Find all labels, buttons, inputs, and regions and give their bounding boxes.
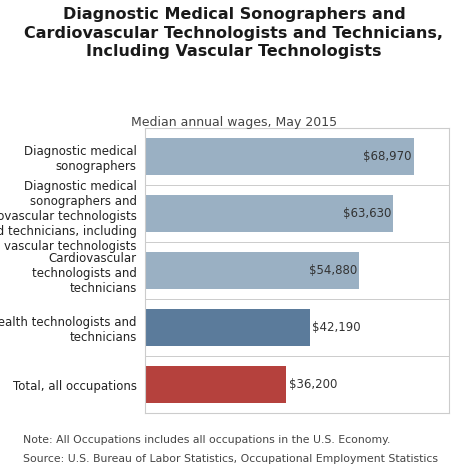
Text: Diagnostic Medical Sonographers and
Cardiovascular Technologists and Technicians: Diagnostic Medical Sonographers and Card… bbox=[24, 7, 444, 59]
Bar bbox=[145, 366, 286, 403]
Text: Note: All Occupations includes all occupations in the U.S. Economy.: Note: All Occupations includes all occup… bbox=[23, 435, 391, 445]
Bar bbox=[145, 138, 414, 175]
Text: Median annual wages, May 2015: Median annual wages, May 2015 bbox=[131, 116, 337, 129]
Text: $54,880: $54,880 bbox=[308, 264, 357, 277]
Text: $36,200: $36,200 bbox=[289, 378, 337, 391]
Bar bbox=[145, 309, 310, 346]
Text: Source: U.S. Bureau of Labor Statistics, Occupational Employment Statistics: Source: U.S. Bureau of Labor Statistics,… bbox=[23, 454, 439, 464]
Text: $68,970: $68,970 bbox=[363, 150, 412, 163]
Bar bbox=[145, 195, 393, 232]
Bar bbox=[145, 252, 359, 289]
Text: $42,190: $42,190 bbox=[312, 321, 360, 334]
Text: $63,630: $63,630 bbox=[343, 207, 391, 220]
